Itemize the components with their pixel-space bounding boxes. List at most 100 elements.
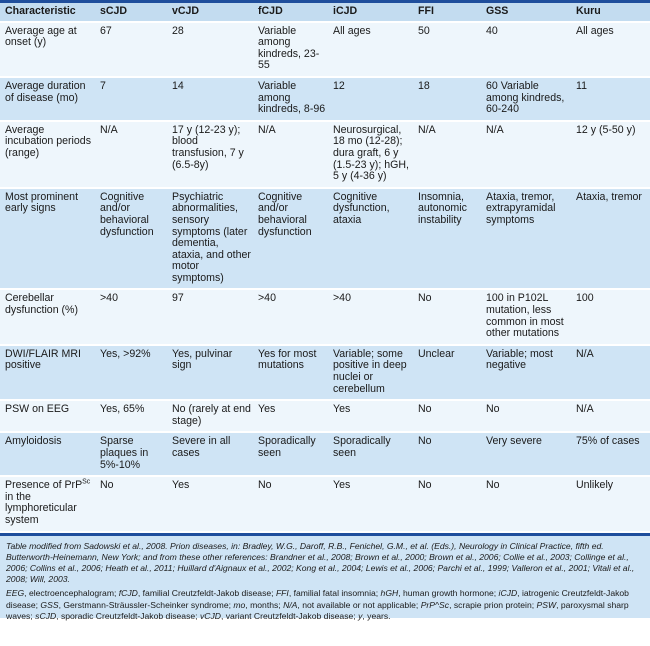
table-cell: Cognitive and/or behavioral dysfunction: [253, 187, 328, 291]
table-row: Presence of PrPSc in the lymphoreticular…: [0, 476, 650, 533]
abbreviation-term: N/A: [283, 599, 298, 610]
table-row: PSW on EEG Yes, 65% No (rarely at end stag…: [0, 400, 650, 434]
table-cell: No: [413, 432, 481, 478]
table-cell: 12: [328, 76, 413, 122]
table-cell: 14: [167, 76, 253, 122]
header-row: Characteristic sCJD vCJD fCJD iCJD FFI GSS Kuru: [0, 3, 650, 23]
table-cell: Sporadically seen: [253, 432, 328, 478]
table-cell: Yes, 65%: [95, 400, 167, 434]
column-header-gss: GSS: [481, 3, 571, 23]
table-row: Most prominent early signs Cognitive and/…: [0, 187, 650, 291]
table-cell: Variable; most negative: [481, 344, 571, 402]
table-cell: Yes: [328, 400, 413, 434]
table-cell: No: [253, 476, 328, 533]
table-row: Cerebellar dysfunction (%) >40 97 >40 >40 No 1…: [0, 289, 650, 346]
table-cell: Yes for most mutations: [253, 344, 328, 402]
abbreviation-definition: Gerstmann-Sträussler-Scheinker syndrome: [63, 599, 229, 610]
abbreviations-note: EEG, electroencephalogram; fCJD, familia…: [6, 588, 629, 621]
table-cell: 11: [571, 76, 650, 122]
table-cell: N/A: [571, 400, 650, 434]
table-cell: Psychiatric abnormalities, sensory sympt…: [167, 187, 253, 291]
table-cell: 100: [571, 289, 650, 346]
abbreviation-term: fCJD: [118, 588, 138, 599]
abbreviation-term: EEG: [6, 588, 25, 599]
abbreviation-term: vCJD: [199, 610, 221, 621]
table-cell: N/A: [571, 344, 650, 402]
abbreviation-term: FFI: [275, 588, 289, 599]
abbreviation-term: GSS: [40, 599, 59, 610]
abbreviation-term: sCJD: [35, 610, 57, 621]
abbreviation-definition: variant Creutzfeldt-Jakob disease: [225, 610, 354, 621]
table-cell: No: [413, 289, 481, 346]
column-header-scjd: sCJD: [95, 3, 167, 23]
table-cell: Unclear: [413, 344, 481, 402]
table-cell: 67: [95, 21, 167, 78]
table-cell: 97: [167, 289, 253, 346]
table-cell: N/A: [413, 120, 481, 189]
table-row: Average duration of disease (mo) 7 14 Varia…: [0, 76, 650, 122]
abbreviation-term: PrP^Sc: [420, 599, 450, 610]
row-label: DWI/FLAIR MRI positive: [0, 344, 95, 402]
table-cell: 17 y (12-23 y); blood transfusion, 7 y (…: [167, 120, 253, 189]
table-cell: >40: [328, 289, 413, 346]
table-cell: Unlikely: [571, 476, 650, 533]
source-note: Table modified from Sadowski et al., 200…: [6, 540, 635, 585]
abbreviation-term: hGH: [380, 588, 399, 599]
prion-disease-table-container: Characteristic sCJD vCJD fCJD iCJD FFI GSS Kuru…: [0, 0, 650, 621]
row-label: Most prominent early signs: [0, 187, 95, 291]
row-label: Cerebellar dysfunction (%): [0, 289, 95, 346]
row-label: PSW on EEG: [0, 400, 95, 434]
table-cell: 75% of cases: [571, 432, 650, 478]
table-cell: No: [413, 400, 481, 434]
column-header-icjd: iCJD: [328, 3, 413, 23]
row-label: Average age at onset (y): [0, 21, 95, 78]
table-row: DWI/FLAIR MRI positive Yes, >92% Yes, pulv…: [0, 344, 650, 402]
row-label: Average incubation periods (range): [0, 120, 95, 189]
abbreviation-definition: not available or not applicable: [302, 599, 416, 610]
abbreviation-term: y: [358, 610, 363, 621]
abbreviation-definition: familial fatal insomnia: [293, 588, 376, 599]
table-cell: Sparse plaques in 5%-10%: [95, 432, 167, 478]
column-header-ffi: FFI: [413, 3, 481, 23]
table-cell: Severe in all cases: [167, 432, 253, 478]
bottom-rule: [0, 532, 650, 536]
table-cell: Yes: [167, 476, 253, 533]
row-label: Amyloidosis: [0, 432, 95, 478]
table-cell: 18: [413, 76, 481, 122]
table-cell: >40: [253, 289, 328, 346]
table-cell: 60 Variable among kindreds, 60-240: [481, 76, 571, 122]
abbreviation-definition: familial Creutzfeldt-Jakob disease: [142, 588, 272, 599]
prion-disease-table: Characteristic sCJD vCJD fCJD iCJD FFI GSS Kuru…: [0, 3, 650, 533]
table-row: Average incubation periods (range) N/A 17 …: [0, 120, 650, 189]
abbreviation-definition: electroencephalogram: [28, 588, 114, 599]
table-row: Amyloidosis Sparse plaques in 5%-10% Sever…: [0, 432, 650, 478]
table-cell: Ataxia, tremor, extrapyramidal symptoms: [481, 187, 571, 291]
abbreviation-definition: years: [367, 610, 389, 621]
row-label: Presence of PrPSc in the lymphoreticular…: [0, 476, 95, 533]
abbreviation-definition: scrapie prion protein: [453, 599, 532, 610]
table-cell: No: [413, 476, 481, 533]
abbreviation-definition: months: [250, 599, 279, 610]
row-label: Average duration of disease (mo): [0, 76, 95, 122]
column-header-kuru: Kuru: [571, 3, 650, 23]
abbreviation-definition: paroxysmal sharp waves: [6, 599, 629, 621]
table-cell: Cognitive dysfunction, ataxia: [328, 187, 413, 291]
table-cell: Variable; some positive in deep nuclei o…: [328, 344, 413, 402]
table-cell: Yes: [328, 476, 413, 533]
table-cell: N/A: [95, 120, 167, 189]
table-cell: 7: [95, 76, 167, 122]
table-cell: Ataxia, tremor: [571, 187, 650, 291]
table-cell: Variable among kindreds, 8-96: [253, 76, 328, 122]
abbreviation-term: mo: [233, 599, 246, 610]
table-cell: Insomnia, autonomic instability: [413, 187, 481, 291]
table-footnotes: Table modified from Sadowski et al., 200…: [0, 535, 650, 621]
abbreviation-definition: iatrogenic Creutzfeldt-Jakob disease: [6, 588, 629, 610]
abbreviation-term: PSW: [536, 599, 557, 610]
table-cell: Yes, pulvinar sign: [167, 344, 253, 402]
table-cell: 28: [167, 21, 253, 78]
column-header-fcjd: fCJD: [253, 3, 328, 23]
column-header-characteristic: Characteristic: [0, 3, 95, 23]
table-row: Average age at onset (y) 67 28 Variable amo…: [0, 21, 650, 78]
table-cell: Sporadically seen: [328, 432, 413, 478]
table-cell: 100 in P102L mutation, less common in mo…: [481, 289, 571, 346]
